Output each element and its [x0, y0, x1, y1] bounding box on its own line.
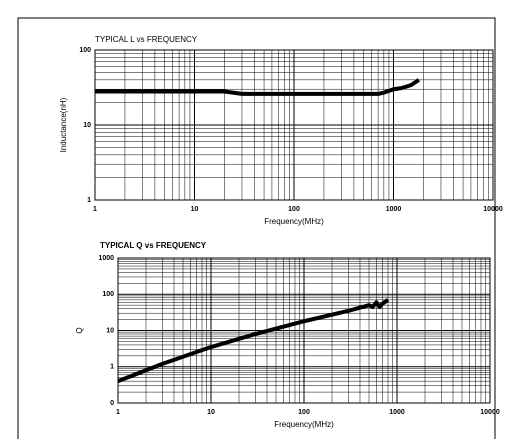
- x-tick-label: 1000: [386, 206, 402, 213]
- y-tick-label: 1: [87, 197, 91, 204]
- y-axis-label: Q: [75, 327, 84, 333]
- y-axis-label: Inductance(nH): [59, 97, 68, 152]
- x-tick-label: 10: [191, 206, 199, 213]
- plot-border: [117, 257, 491, 404]
- x-tick-label: 10000: [480, 409, 500, 416]
- frame: [17, 17, 496, 439]
- x-tick-label: 1: [93, 206, 97, 213]
- x-tick-label: 1: [116, 409, 120, 416]
- y-tick-label: 0: [110, 400, 114, 407]
- plot-border: [94, 49, 494, 201]
- data-line: [95, 78, 421, 96]
- x-axis-label: Frequency(MHz): [274, 420, 334, 429]
- y-tick-label: 1: [110, 364, 114, 371]
- x-tick-label: 10: [207, 409, 215, 416]
- x-axis-label: Frequency(MHz): [264, 217, 324, 226]
- y-tick-label: 10: [83, 122, 91, 129]
- y-tick-label: 100: [79, 47, 91, 54]
- x-tick-label: 100: [288, 206, 300, 213]
- y-tick-label: 100: [102, 291, 114, 298]
- x-tick-label: 100: [298, 409, 310, 416]
- y-tick-label: 10: [106, 327, 114, 334]
- data-line: [117, 298, 390, 384]
- chart-title: TYPICAL Q vs FREQUENCY: [100, 241, 207, 250]
- x-tick-label: 10000: [483, 206, 503, 213]
- x-tick-label: 1000: [389, 409, 405, 416]
- chart-title: TYPICAL L vs FREQUENCY: [95, 35, 198, 44]
- y-tick-label: 1000: [98, 255, 114, 262]
